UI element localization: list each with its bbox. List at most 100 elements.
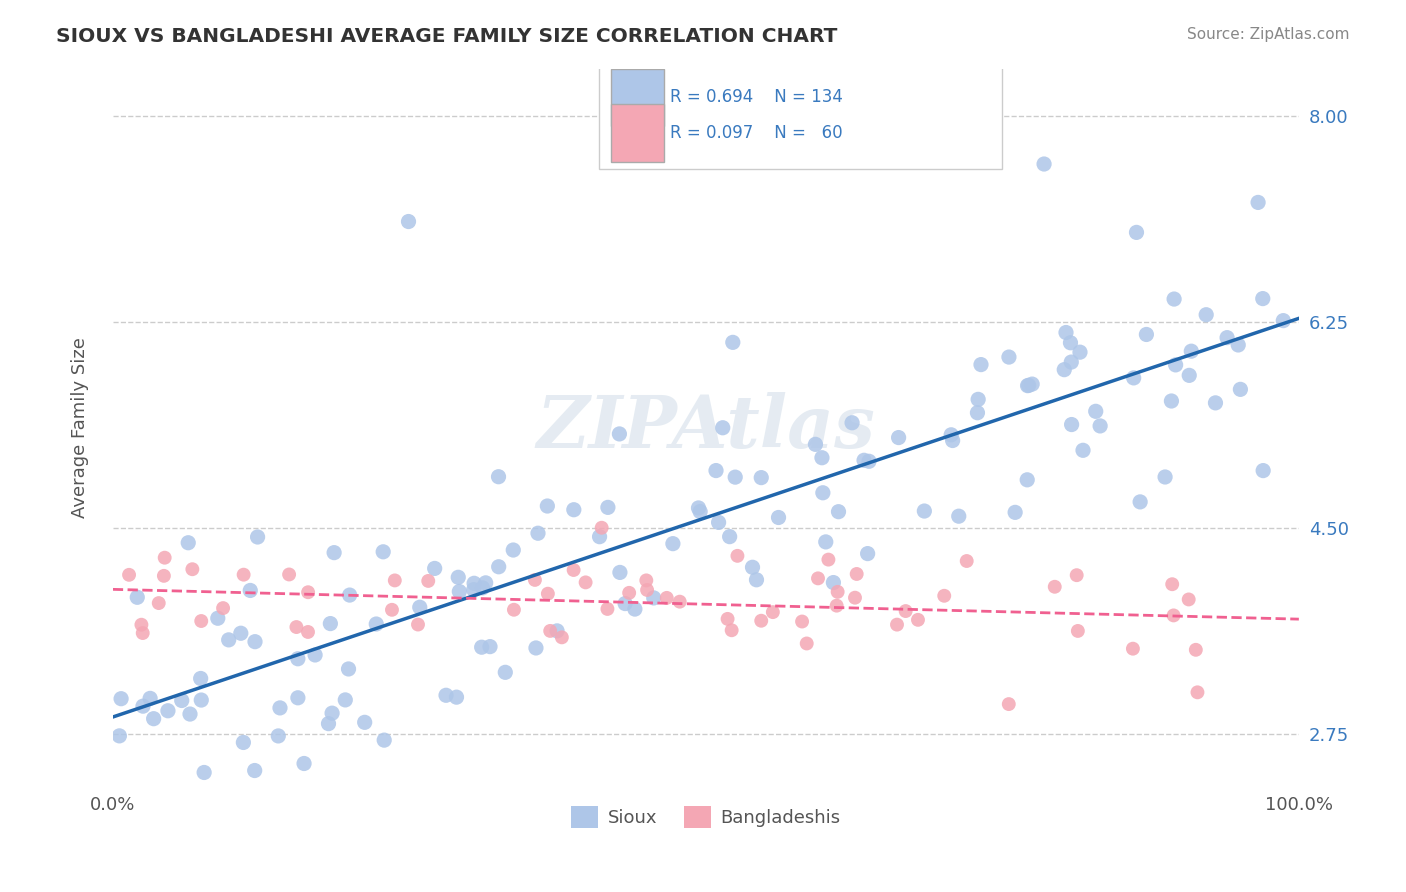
Sioux [139, 691, 162, 706]
Sioux [323, 546, 346, 560]
Sioux [304, 648, 326, 662]
Sioux [423, 561, 446, 575]
Sioux [335, 693, 357, 707]
Bangladeshis [790, 615, 813, 629]
Sioux [353, 715, 375, 730]
Sioux [179, 707, 201, 722]
Sioux [1071, 443, 1094, 458]
Bangladeshis [297, 624, 319, 639]
Sioux [1084, 404, 1107, 418]
Sioux [1247, 195, 1270, 210]
Sioux [711, 421, 734, 435]
Sioux [488, 559, 510, 574]
Bangladeshis [153, 550, 176, 565]
Bangladeshis [118, 567, 141, 582]
Sioux [108, 729, 131, 743]
Bangladeshis [181, 562, 204, 576]
Bangladeshis [845, 566, 868, 581]
Sioux [1178, 368, 1201, 383]
Sioux [718, 530, 741, 544]
Y-axis label: Average Family Size: Average Family Size [72, 337, 89, 518]
Sioux [814, 535, 837, 549]
Sioux [1129, 495, 1152, 509]
Sioux [998, 350, 1021, 364]
Bangladeshis [725, 549, 748, 563]
Sioux [811, 450, 834, 465]
FancyBboxPatch shape [612, 104, 664, 161]
Bangladeshis [503, 603, 526, 617]
Sioux [155, 827, 177, 841]
Sioux [688, 500, 710, 515]
Sioux [704, 464, 727, 478]
Sioux [823, 575, 845, 590]
Sioux [447, 570, 470, 584]
Bangladeshis [190, 614, 212, 628]
Sioux [841, 416, 863, 430]
Sioux [373, 733, 395, 747]
Sioux [858, 454, 880, 468]
Bangladeshis [148, 596, 170, 610]
Sioux [614, 597, 637, 611]
Sioux [337, 662, 360, 676]
Sioux [1060, 417, 1083, 432]
Bangladeshis [956, 554, 979, 568]
Bangladeshis [153, 569, 176, 583]
Sioux [110, 691, 132, 706]
Sioux [471, 581, 494, 595]
Sioux [966, 406, 988, 420]
Sioux [1059, 335, 1081, 350]
Sioux [749, 470, 772, 484]
Sioux [269, 701, 291, 715]
Sioux [502, 543, 524, 558]
Bangladeshis [132, 626, 155, 640]
Sioux [339, 588, 361, 602]
Sioux [853, 453, 876, 467]
Sioux [463, 576, 485, 591]
Sioux [948, 509, 970, 524]
Sioux [1229, 383, 1251, 397]
Sioux [321, 706, 343, 721]
Sioux [1160, 394, 1182, 409]
Sioux [373, 545, 395, 559]
Bangladeshis [934, 589, 956, 603]
Sioux [292, 756, 315, 771]
Sioux [246, 530, 269, 544]
Sioux [912, 504, 935, 518]
Bangladeshis [668, 595, 690, 609]
Sioux [1088, 418, 1111, 433]
Bangladeshis [886, 617, 908, 632]
Sioux [689, 505, 711, 519]
Sioux [267, 729, 290, 743]
Sioux [287, 690, 309, 705]
Sioux [745, 573, 768, 587]
Text: R = 0.097    N =   60: R = 0.097 N = 60 [671, 124, 842, 142]
Bangladeshis [720, 624, 742, 638]
Sioux [1163, 292, 1185, 306]
Sioux [1125, 226, 1147, 240]
Sioux [1272, 313, 1295, 327]
Bangladeshis [997, 697, 1019, 711]
Sioux [1017, 378, 1039, 392]
Sioux [804, 437, 827, 451]
Sioux [243, 634, 266, 648]
Sioux [970, 358, 993, 372]
Sioux [1251, 464, 1274, 478]
Sioux [1021, 377, 1043, 392]
Sioux [624, 602, 647, 616]
Sioux [177, 535, 200, 549]
Bangladeshis [232, 567, 254, 582]
Bangladeshis [551, 631, 574, 645]
Sioux [1135, 327, 1157, 342]
Sioux [609, 426, 631, 441]
Sioux [1216, 331, 1239, 345]
Bangladeshis [796, 636, 818, 650]
Sioux [609, 566, 631, 580]
Sioux [1154, 470, 1177, 484]
Sioux [243, 764, 266, 778]
Bangladeshis [384, 574, 406, 588]
Legend: Sioux, Bangladeshis: Sioux, Bangladeshis [564, 798, 848, 835]
Sioux [132, 699, 155, 714]
Bangladeshis [1187, 685, 1209, 699]
Sioux [1251, 292, 1274, 306]
Sioux [127, 591, 149, 605]
